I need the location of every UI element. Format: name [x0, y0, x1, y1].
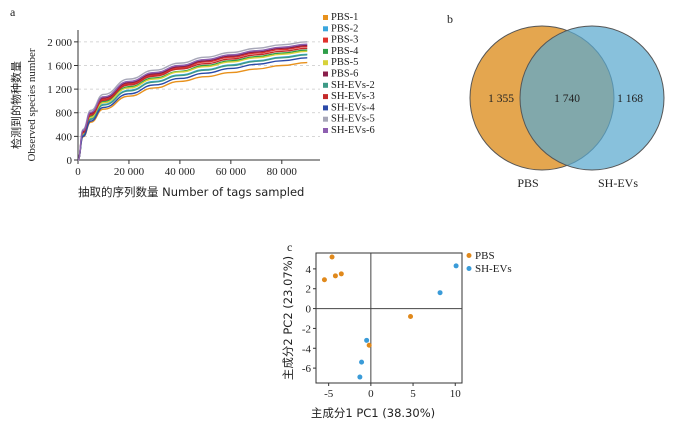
c-point-pbs — [321, 277, 327, 283]
a-x-tick-label: 0 — [75, 166, 81, 178]
c-y-tick-label: -2 — [302, 323, 311, 335]
c-point-sh-evs — [359, 359, 365, 365]
a-series-line-5 — [77, 44, 308, 161]
a-x-tick-label: 80 000 — [267, 166, 298, 178]
panel-c-label: c — [287, 240, 292, 254]
venn-circle-sh-evs — [519, 25, 665, 171]
a-legend-swatch — [323, 105, 328, 111]
c-frame-rect — [315, 252, 463, 384]
a-series-line-8 — [77, 57, 308, 161]
c-x-axis-label: 主成分1 PC1 (38.30%) — [311, 406, 435, 420]
a-x-tick-label: 60 000 — [216, 166, 247, 178]
c-y-tick-label: -4 — [302, 343, 312, 355]
venn-unique-pbs: 1 355 — [488, 93, 514, 105]
c-point-pbs — [408, 314, 414, 320]
c-point-pbs — [366, 342, 372, 348]
a-legend-swatch — [323, 82, 328, 88]
a-series-line-9 — [77, 41, 308, 161]
a-series-lines — [77, 41, 308, 161]
c-y-tick-label: 0 — [306, 304, 312, 316]
c-legend-marker — [466, 253, 472, 258]
panel-b-venn-diagram: b 1 355 1 740 1 168 PBS SH-EVs — [447, 12, 665, 190]
a-legend-label: PBS-3 — [331, 35, 358, 46]
panel-a-rarefaction-chart: a 0 400 800 1 200 1 600 2 000 0 20 000 40 000 60 … — [9, 5, 375, 199]
c-point-sh-evs — [437, 290, 443, 296]
a-series-line-7 — [77, 47, 308, 161]
c-point-pbs — [332, 273, 338, 279]
c-point-sh-evs — [453, 263, 459, 269]
c-x-tick-label: -5 — [324, 388, 334, 400]
c-x-tick-label: 5 — [410, 388, 416, 400]
a-y-tick-label: 1 200 — [47, 84, 72, 96]
a-legend-label: SH-EVs-2 — [331, 80, 375, 91]
a-axes — [77, 30, 320, 161]
c-legend-marker — [466, 266, 472, 271]
a-y-tick-label: 400 — [56, 131, 73, 143]
panel-c-pca-scatter: c -5 0 5 10 -6 -4 -2 0 2 4 主成分1 PC1 (38.30%) 主成分2… — [281, 240, 512, 420]
a-legend-label: PBS-5 — [331, 57, 358, 68]
a-grid — [78, 41, 320, 137]
c-y-tick-label: -6 — [302, 363, 312, 375]
a-legend-label: SH-EVs-4 — [331, 102, 375, 113]
venn-set-label-pbs: PBS — [517, 176, 538, 190]
a-legend-swatch — [323, 48, 328, 54]
a-ticks: 0 400 800 1 200 1 600 2 000 0 20 000 40 000 60 00… — [47, 37, 297, 178]
panel-b-label: b — [447, 12, 453, 26]
a-legend-swatch — [323, 71, 328, 77]
c-y-axis-label: 主成分2 PC2 (23.07%) — [281, 256, 295, 380]
a-legend-label: PBS-2 — [331, 23, 358, 34]
venn-unique-sh-evs: 1 168 — [617, 93, 643, 105]
a-series-line-4 — [77, 50, 308, 161]
c-plot-frame — [315, 252, 463, 384]
a-legend-swatch — [323, 128, 328, 133]
a-legend-swatch — [323, 60, 328, 66]
a-y-axis-label-en: Observed species number — [26, 48, 38, 161]
a-legend-swatch — [323, 15, 328, 20]
a-series-line-1 — [77, 53, 308, 161]
c-point-pbs — [329, 254, 335, 260]
panel-a-label: a — [10, 5, 16, 19]
c-y-tick-label: 2 — [306, 284, 312, 296]
a-legend-label: PBS-4 — [331, 46, 359, 57]
a-legend-label: PBS-1 — [331, 12, 358, 23]
c-y-tick-label: 4 — [306, 264, 312, 276]
a-x-axis-label: 抽取的序列数量 Number of tags sampled — [78, 185, 304, 199]
a-legend-swatch — [323, 116, 328, 122]
c-legend-label: SH-EVs — [475, 263, 512, 275]
a-legend-label: SH-EVs-5 — [331, 114, 375, 125]
a-x-tick-label: 20 000 — [114, 166, 145, 178]
a-legend: PBS-1PBS-2PBS-3PBS-4PBS-5PBS-6SH-EVs-2SH… — [323, 12, 375, 136]
c-x-tick-label: 10 — [450, 388, 462, 400]
a-x-tick-label: 40 000 — [165, 166, 196, 178]
a-series-line-10 — [77, 43, 308, 161]
a-legend-swatch — [323, 37, 328, 43]
a-y-tick-label: 800 — [56, 108, 73, 120]
a-legend-label: PBS-6 — [331, 69, 358, 80]
venn-set-label-sh-evs: SH-EVs — [598, 176, 638, 190]
c-points — [321, 254, 459, 380]
c-x-tick-label: 0 — [368, 388, 374, 400]
c-point-sh-evs — [357, 374, 363, 380]
a-legend-swatch — [323, 26, 328, 32]
c-legend-label: PBS — [475, 250, 495, 262]
a-series-line-6 — [77, 54, 308, 161]
c-point-pbs — [338, 271, 344, 277]
c-ticks: -5 0 5 10 -6 -4 -2 0 2 4 — [302, 264, 461, 400]
a-y-tick-label: 0 — [67, 155, 73, 167]
a-y-axis-label-cn: 检测到的物种数量 — [9, 61, 23, 149]
a-legend-label: SH-EVs-3 — [331, 91, 375, 102]
a-y-tick-label: 2 000 — [47, 37, 72, 49]
a-legend-swatch — [323, 94, 328, 100]
a-y-tick-label: 1 600 — [47, 60, 72, 72]
venn-intersection: 1 740 — [554, 93, 580, 105]
a-series-line-3 — [77, 49, 308, 161]
a-legend-label: SH-EVs-6 — [331, 125, 375, 136]
c-point-sh-evs — [364, 337, 370, 343]
a-series-line-0 — [77, 61, 308, 161]
